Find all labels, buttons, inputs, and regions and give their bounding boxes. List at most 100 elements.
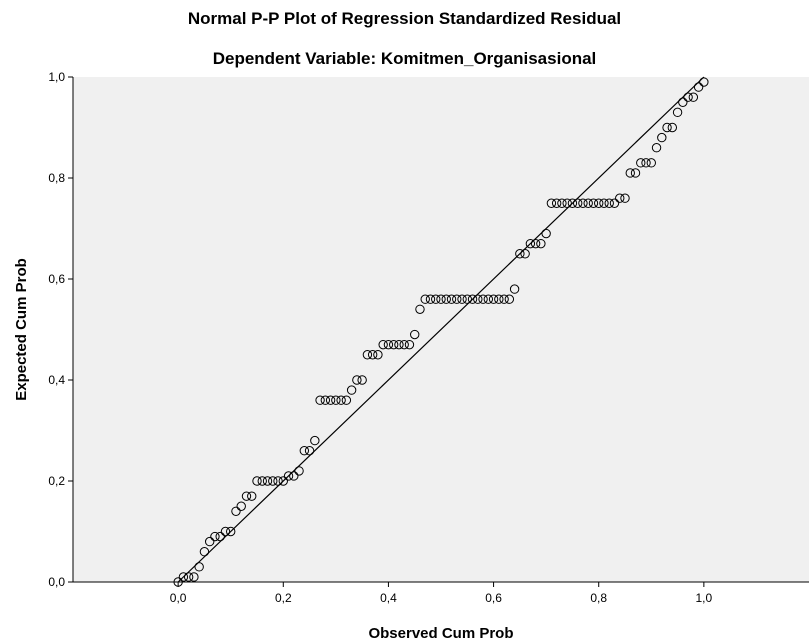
data-point	[462, 294, 472, 304]
data-point	[530, 238, 541, 249]
data-point	[325, 395, 336, 405]
data-point	[346, 385, 357, 395]
data-point	[404, 339, 415, 350]
data-point	[247, 491, 257, 501]
y-tick-label: 1,0	[48, 70, 65, 84]
y-tick-label: 0,2	[48, 474, 65, 488]
data-point	[688, 92, 699, 102]
data-point	[262, 476, 273, 486]
data-point	[236, 501, 246, 511]
data-point	[473, 294, 483, 304]
data-point	[488, 294, 499, 304]
data-point	[352, 375, 362, 385]
data-point	[273, 476, 283, 486]
data-point	[457, 294, 467, 304]
data-point	[420, 294, 430, 304]
data-point	[289, 471, 299, 481]
data-point	[320, 395, 331, 405]
data-point	[257, 476, 267, 486]
data-point	[494, 294, 504, 304]
data-point	[641, 158, 651, 168]
data-point	[336, 395, 346, 405]
data-point	[357, 375, 367, 385]
data-point	[315, 395, 325, 405]
x-tick-label: 0,6	[485, 591, 502, 605]
data-points	[173, 77, 709, 587]
data-point	[478, 294, 488, 304]
data-point	[415, 304, 425, 314]
data-point	[431, 294, 441, 304]
data-point	[283, 471, 294, 481]
data-point	[599, 198, 609, 208]
data-point	[183, 572, 194, 582]
data-point	[331, 395, 341, 405]
data-point	[383, 339, 394, 350]
chart-subtitle: Dependent Variable: Komitmen_Organisasio…	[212, 49, 597, 68]
data-point	[425, 294, 436, 304]
data-point	[388, 339, 399, 350]
data-point	[362, 350, 373, 360]
data-point	[699, 77, 709, 87]
data-point	[199, 547, 210, 557]
data-point	[204, 536, 215, 547]
data-point	[546, 198, 557, 208]
data-point	[620, 193, 630, 203]
data-point	[178, 572, 189, 582]
x-axis-label: Observed Cum Prob	[368, 625, 513, 642]
data-point	[215, 531, 225, 542]
data-point	[562, 198, 572, 208]
chart-title: Normal P-P Plot of Regression Standardiz…	[187, 9, 622, 28]
data-point	[525, 238, 536, 249]
data-point	[194, 562, 204, 572]
data-point	[452, 294, 462, 304]
data-point	[541, 228, 551, 239]
data-point	[241, 491, 252, 501]
x-tick-label: 0,8	[590, 591, 607, 605]
data-point	[367, 350, 378, 360]
x-axis-ticks: 0,0 0,2 0,4 0,6 0,8 1,0	[170, 582, 713, 605]
data-point	[667, 122, 678, 133]
data-point	[578, 198, 588, 208]
data-point	[604, 198, 614, 208]
data-point	[615, 193, 625, 203]
x-tick-label: 0,2	[275, 591, 292, 605]
data-point	[252, 476, 262, 486]
data-point	[567, 198, 578, 208]
data-point	[693, 82, 704, 92]
data-point	[509, 284, 520, 294]
data-point	[467, 294, 478, 304]
data-point	[394, 339, 404, 350]
data-point	[588, 198, 599, 208]
data-point	[304, 446, 315, 456]
x-tick-label: 0,0	[170, 591, 187, 605]
data-point	[572, 198, 583, 208]
data-point	[173, 577, 183, 587]
data-point	[646, 158, 656, 168]
data-point	[583, 198, 593, 208]
data-point	[551, 198, 562, 208]
data-point	[399, 339, 409, 350]
y-tick-label: 0,4	[48, 373, 65, 387]
data-point	[625, 168, 635, 178]
y-axis-ticks: 0,0 0,2 0,4 0,6 0,8 1,0	[48, 70, 73, 589]
reference-line	[177, 76, 705, 583]
data-point	[504, 294, 515, 304]
data-point	[557, 198, 567, 208]
data-point	[441, 294, 451, 304]
data-point	[651, 143, 662, 153]
data-point	[520, 249, 530, 259]
data-point	[657, 132, 667, 143]
data-point	[278, 476, 288, 486]
data-point	[499, 294, 509, 304]
data-point	[268, 476, 278, 486]
data-point	[672, 107, 683, 118]
x-tick-label: 1,0	[696, 591, 713, 605]
data-point	[210, 531, 220, 542]
data-point	[636, 158, 646, 168]
data-point	[189, 572, 199, 582]
data-point	[515, 249, 525, 259]
data-point	[378, 339, 388, 350]
data-point	[220, 526, 231, 537]
data-point	[483, 294, 494, 304]
